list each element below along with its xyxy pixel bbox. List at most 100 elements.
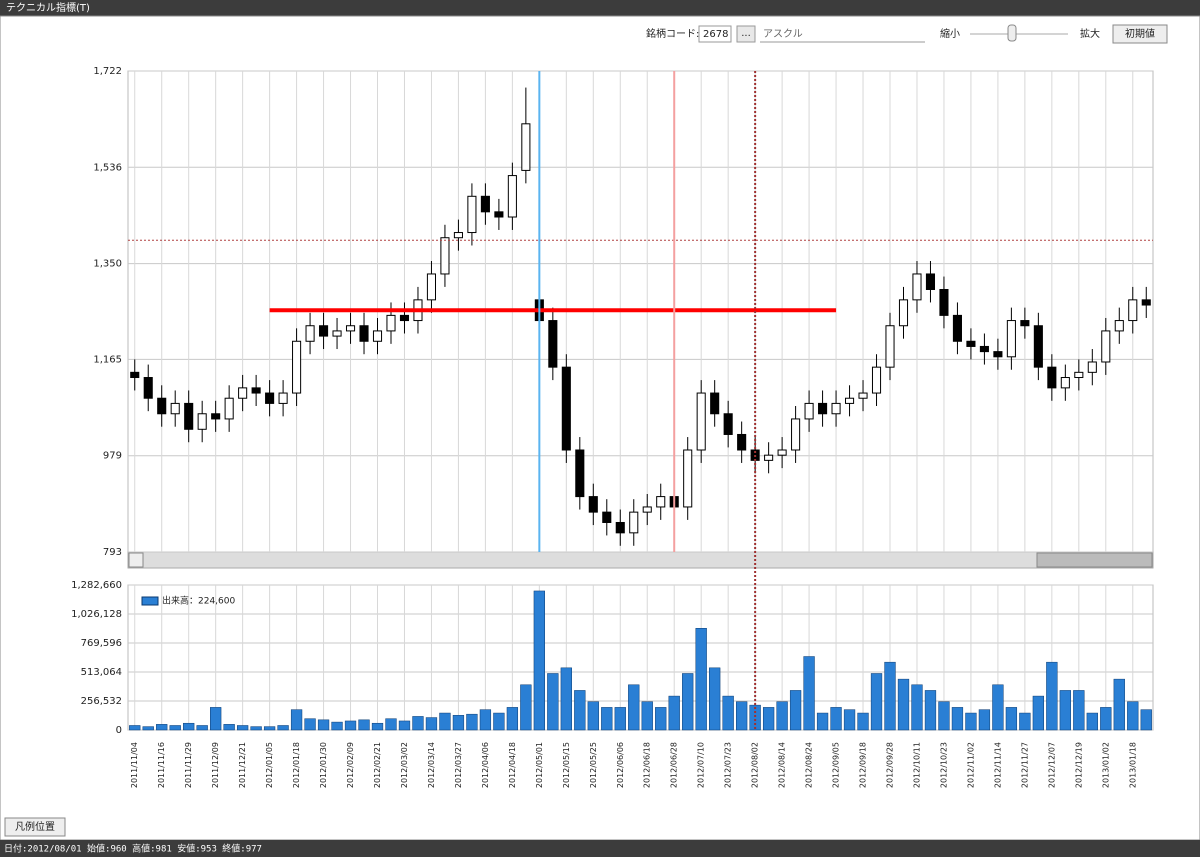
candle-body [305,325,315,342]
candle-body [561,366,571,451]
volume-bar [884,661,896,731]
candle-body [925,273,936,290]
volume-bar [736,701,748,731]
volume-bar [277,725,289,731]
volume-bar [250,726,262,731]
volume-bar [210,707,222,731]
x-tick-label: 2012/02/09 [346,742,355,788]
x-tick-label: 2012/08/02 [751,742,760,788]
volume-bar [385,718,397,731]
volume-bar [398,720,411,731]
candle-body [548,320,558,368]
volume-bar [776,701,788,731]
x-tick-label: 2012/03/14 [427,742,436,788]
volume-bar [695,628,707,731]
y-tick-label: 1,282,660 [71,580,122,591]
y-tick-label: 1,536 [93,162,122,173]
scrollbar[interactable] [127,551,1154,569]
candle-body [1020,320,1030,327]
volume-bar [992,684,1004,731]
volume-bar [870,673,883,731]
candle-body [710,392,720,415]
volume-bar [978,709,991,731]
x-tick-label: 2012/07/10 [697,742,706,788]
x-tick-label: 2012/01/30 [319,742,328,788]
candle-body [238,387,248,399]
volume-bar [479,709,492,731]
candle-body [979,345,989,353]
volume-bar [655,707,667,731]
slider-thumb[interactable] [1007,24,1017,42]
volume-bar [452,715,465,731]
legend-position-button[interactable] [4,817,66,837]
volume-bar [749,704,761,731]
x-tick-label: 2012/01/05 [265,742,274,788]
candle-body [319,325,329,337]
candle-body [130,371,140,379]
volume-bar [317,719,330,731]
x-tick-label: 2012/05/01 [535,742,544,788]
candle-body [615,521,625,534]
candle-body [211,413,221,420]
candle-body [952,314,962,342]
zoom-out-label: 縮小 [940,27,960,40]
candle-body [1087,361,1097,373]
candle-body [939,288,949,316]
x-tick-label: 2012/12/07 [1047,742,1056,788]
volume-bar [263,726,276,731]
x-tick-label: 2012/06/28 [670,742,679,788]
scroll-left[interactable] [128,552,144,568]
x-tick-label: 2012/04/18 [508,742,517,788]
candle-body [359,325,369,342]
legend-label: 出来高：224,600 [162,595,235,607]
x-tick-label: 2012/11/02 [966,742,975,788]
volume-bar [816,712,829,731]
volume-bar [789,690,802,731]
x-tick-label: 2012/04/06 [481,742,490,788]
y-tick-label: 256,532 [81,696,122,707]
candle-body [1101,330,1111,363]
x-tick-label: 2011/12/21 [238,742,247,788]
reset-button[interactable] [1112,24,1168,44]
candle-body [845,397,855,404]
y-tick-label: 0 [116,725,122,736]
candle-body [426,273,437,301]
browse-button[interactable] [736,25,756,43]
candle-body [696,392,706,451]
volume-bar [169,725,181,731]
stock-name: アスクル [763,28,803,40]
volume-bar [156,724,168,731]
candle-body [629,511,639,534]
candle-body [602,511,612,523]
candle-body [170,402,180,415]
y-tick-label: 1,350 [93,259,122,270]
volume-bar [183,722,195,731]
volume-bar [924,690,937,731]
volume-bar [641,701,653,731]
scroll-thumb[interactable] [1036,552,1153,568]
x-tick-label: 2012/06/18 [643,742,652,788]
candle-body [1114,320,1124,332]
code-label: 銘柄コード: [646,27,699,40]
candle-body [737,433,747,451]
browse-label: ... [741,28,751,39]
volume-bar [965,712,977,731]
volume-bar [236,725,249,731]
volume-bar [938,701,950,731]
volume-bar [196,725,208,731]
volume-bar [722,695,734,731]
candle-body [345,325,356,332]
candle-body [871,366,882,394]
candle-body [642,506,652,513]
volume-bar [493,712,505,731]
candle-body [777,449,787,456]
x-tick-label: 2011/11/29 [184,742,193,788]
volume-bar [560,667,572,731]
candle-body [764,454,774,461]
code-input[interactable] [698,25,732,43]
volume-bar [1100,707,1112,731]
candle-body [494,211,504,218]
y-tick-label: 1,722 [93,66,122,77]
x-tick-label: 2012/08/14 [778,742,787,788]
